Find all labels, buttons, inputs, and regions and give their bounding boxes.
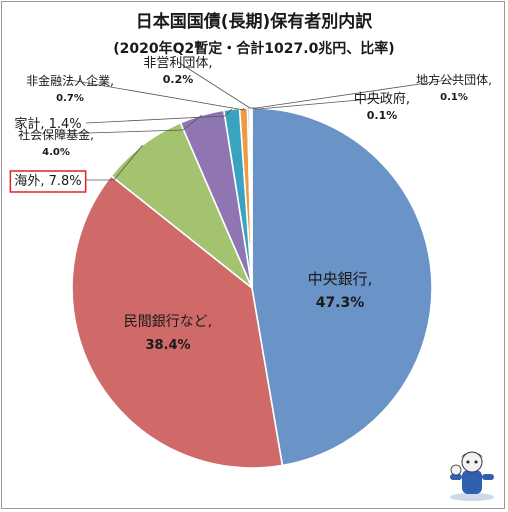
leader-line-2 (86, 144, 143, 181)
slice-label-4-name: 家計, (14, 116, 48, 132)
slice-label-0-value: 47.3% (316, 295, 365, 311)
pie-slice-0 (251, 107, 433, 467)
slice-label-2: 海外, 7.8% (14, 174, 81, 189)
slice-label-3-value: 4.0% (42, 147, 70, 158)
slice-label-3-name: 社会保障基金, (18, 127, 94, 142)
slice-label-5-value: 0.7% (56, 93, 84, 104)
slice-label-7-value: 0.1% (440, 92, 468, 103)
chart-subtitle: (2020年Q2暫定・合計1027.0兆円、比率) (113, 40, 394, 57)
slice-label-7-name: 地方公共団体, (416, 72, 492, 87)
leader-line-8 (251, 97, 383, 110)
slice-labels: 中央銀行, 47.3% 民間銀行など, 38.4% 海外, 7.8% 社会保障基金, 4.0… (9, 56, 492, 353)
pie-slices (71, 107, 433, 469)
chart-title: 日本国国債(長期)保有者別内訳 (136, 11, 374, 32)
slice-label-6-name: 非営利団体, (143, 56, 212, 71)
slice-label-1-value: 38.4% (145, 338, 190, 353)
pie-slice-1 (71, 174, 284, 469)
pie-slice-8 (250, 107, 253, 289)
slice-label-5-name: 非金融法人企業, (26, 73, 114, 88)
slice-label-4-value: 1.4% (49, 117, 82, 132)
slice-label-2-value: 7.8% (49, 174, 82, 189)
leader-lines (55, 61, 455, 181)
slice-label-0-name: 中央銀行, (308, 270, 373, 288)
slice-label-4: 家計, 1.4% (14, 116, 81, 132)
slice-label-6-value: 0.2% (163, 73, 194, 86)
mascot-icon (450, 451, 494, 501)
leader-line-6 (177, 61, 252, 109)
leader-line-3 (55, 114, 203, 135)
leader-line-5 (69, 79, 245, 111)
slice-label-8-name: 中央政府, (354, 92, 410, 107)
leader-line-4 (85, 108, 232, 124)
slice-label-8-value: 0.1% (367, 109, 398, 122)
slice-label-2-name: 海外, (14, 174, 48, 189)
highlight-box (9, 170, 87, 193)
slice-label-1-name: 民間銀行など, (124, 314, 212, 330)
